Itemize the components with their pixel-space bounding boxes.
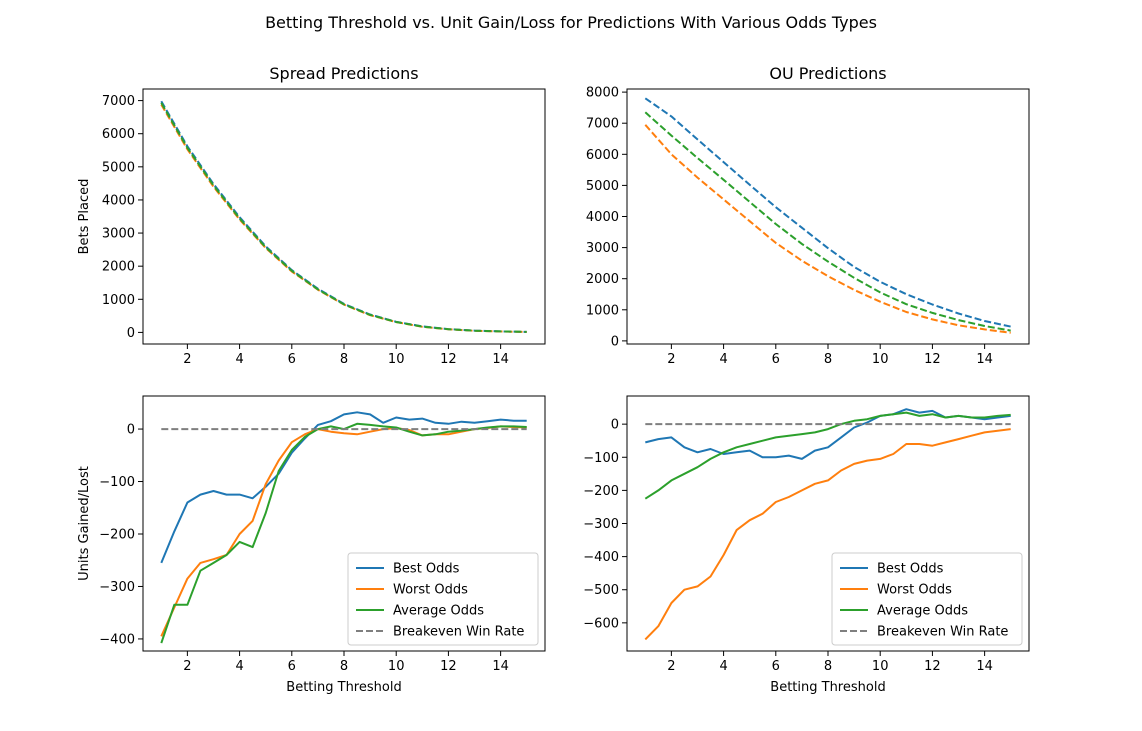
x-tick-label: 12 bbox=[924, 659, 941, 674]
x-tick-label: 4 bbox=[235, 659, 243, 674]
y-tick-label: 2000 bbox=[586, 272, 619, 287]
y-tick-label: −500 bbox=[583, 583, 619, 598]
y-tick-label: 0 bbox=[611, 334, 619, 349]
y-tick-label: 4000 bbox=[586, 210, 619, 225]
y-tick-label: 2000 bbox=[102, 260, 135, 275]
x-tick-label: 8 bbox=[340, 659, 348, 674]
x-tick-label: 2 bbox=[183, 659, 191, 674]
y-tick-label: 5000 bbox=[102, 160, 135, 175]
y-tick-label: −600 bbox=[583, 616, 619, 631]
series-line-worst bbox=[160, 104, 527, 333]
y-tick-label: −200 bbox=[583, 484, 619, 499]
x-tick-label: 2 bbox=[667, 659, 675, 674]
x-axis-label: Betting Threshold bbox=[770, 680, 885, 695]
legend-label-worst: Worst Odds bbox=[877, 583, 952, 598]
y-axis-label: Bets Placed bbox=[77, 179, 92, 255]
legend-box bbox=[347, 552, 539, 646]
subplot-title: OU Predictions bbox=[769, 64, 886, 83]
axes-frame bbox=[142, 88, 546, 345]
x-tick-label: 6 bbox=[772, 352, 780, 367]
legend-label-breakeven: Breakeven Win Rate bbox=[877, 625, 1008, 640]
series-line-worst bbox=[644, 428, 1011, 641]
y-tick-label: 0 bbox=[127, 423, 135, 438]
subplot-spread-units: 2 4 6 8 10 12 14 −400 −300 −200 −100 0 Betting Thres… bbox=[77, 395, 546, 695]
legend-label-best: Best Odds bbox=[877, 562, 944, 577]
series-line-best bbox=[644, 97, 1011, 328]
x-tick-label: 12 bbox=[924, 352, 941, 367]
x-tick-label: 4 bbox=[719, 659, 727, 674]
series-line-average bbox=[160, 102, 527, 333]
x-tick-label: 12 bbox=[440, 352, 457, 367]
y-tick-label: 6000 bbox=[586, 148, 619, 163]
legend-label-breakeven: Breakeven Win Rate bbox=[393, 625, 524, 640]
x-tick-label: 8 bbox=[824, 659, 832, 674]
subplot-ou-units: 2 4 6 8 10 12 14 −600 −500 −400 −300 −200 −100 0 Betti… bbox=[583, 395, 1030, 695]
legend-label-best: Best Odds bbox=[393, 562, 460, 577]
axes-frame bbox=[626, 88, 1030, 345]
subplot-title: Spread Predictions bbox=[269, 64, 418, 83]
y-tick-label: 7000 bbox=[586, 117, 619, 132]
x-axis-label: Betting Threshold bbox=[286, 680, 401, 695]
x-tick-label: 14 bbox=[976, 659, 993, 674]
x-tick-label: 14 bbox=[492, 659, 509, 674]
x-tick-label: 14 bbox=[492, 352, 509, 367]
legend-label-average: Average Odds bbox=[393, 604, 484, 619]
x-tick-label: 10 bbox=[388, 659, 405, 674]
series-line-average bbox=[644, 411, 1011, 500]
x-tick-label: 6 bbox=[772, 659, 780, 674]
y-tick-label: 4000 bbox=[102, 193, 135, 208]
y-tick-label: 1000 bbox=[102, 293, 135, 308]
series-line-best bbox=[160, 411, 527, 564]
x-tick-label: 8 bbox=[340, 352, 348, 367]
y-tick-label: −300 bbox=[583, 517, 619, 532]
subplot-spread-bets: 2 4 6 8 10 12 14 0 1000 2000 3000 4000 5000 6000 7000 S… bbox=[77, 64, 546, 367]
y-tick-label: −200 bbox=[99, 527, 135, 542]
x-tick-label: 2 bbox=[667, 352, 675, 367]
y-tick-label: 0 bbox=[127, 326, 135, 341]
x-tick-label: 4 bbox=[719, 352, 727, 367]
x-tick-label: 6 bbox=[288, 659, 296, 674]
legend-label-worst: Worst Odds bbox=[393, 583, 468, 598]
x-tick-label: 10 bbox=[872, 659, 889, 674]
y-tick-label: 6000 bbox=[102, 127, 135, 142]
series-line-best bbox=[160, 100, 527, 333]
legend-label-average: Average Odds bbox=[877, 604, 968, 619]
x-tick-label: 8 bbox=[824, 352, 832, 367]
series-line-average bbox=[644, 111, 1011, 332]
y-tick-label: 8000 bbox=[586, 86, 619, 101]
y-tick-label: 1000 bbox=[586, 303, 619, 318]
subplot-ou-bets: 2 4 6 8 10 12 14 0 1000 2000 3000 4000 5000 6000 7000 8… bbox=[586, 64, 1030, 367]
x-tick-label: 2 bbox=[183, 352, 191, 367]
y-tick-label: 5000 bbox=[586, 179, 619, 194]
legend: Best Odds Worst Odds Average Odds Breakeven… bbox=[347, 552, 539, 646]
x-tick-label: 10 bbox=[872, 352, 889, 367]
y-tick-label: −300 bbox=[99, 580, 135, 595]
y-axis-label: Units Gained/Lost bbox=[77, 466, 92, 581]
series-line-worst bbox=[644, 124, 1011, 334]
y-tick-label: −400 bbox=[583, 550, 619, 565]
x-tick-label: 10 bbox=[388, 352, 405, 367]
x-tick-label: 12 bbox=[440, 659, 457, 674]
legend-box bbox=[831, 552, 1023, 646]
subplots: 2 4 6 8 10 12 1401000200030004000500060007000S… bbox=[77, 64, 1030, 695]
x-tick-label: 6 bbox=[288, 352, 296, 367]
y-tick-label: 0 bbox=[611, 418, 619, 433]
x-tick-label: 4 bbox=[235, 352, 243, 367]
y-tick-label: −400 bbox=[99, 632, 135, 647]
y-tick-label: 3000 bbox=[586, 241, 619, 256]
figure-title: Betting Threshold vs. Unit Gain/Loss for… bbox=[265, 13, 877, 32]
legend: Best Odds Worst Odds Average Odds Breakeven… bbox=[831, 552, 1023, 646]
y-tick-label: −100 bbox=[99, 475, 135, 490]
y-tick-label: 7000 bbox=[102, 94, 135, 109]
y-tick-label: −100 bbox=[583, 451, 619, 466]
y-tick-label: 3000 bbox=[102, 227, 135, 242]
x-tick-label: 14 bbox=[976, 352, 993, 367]
